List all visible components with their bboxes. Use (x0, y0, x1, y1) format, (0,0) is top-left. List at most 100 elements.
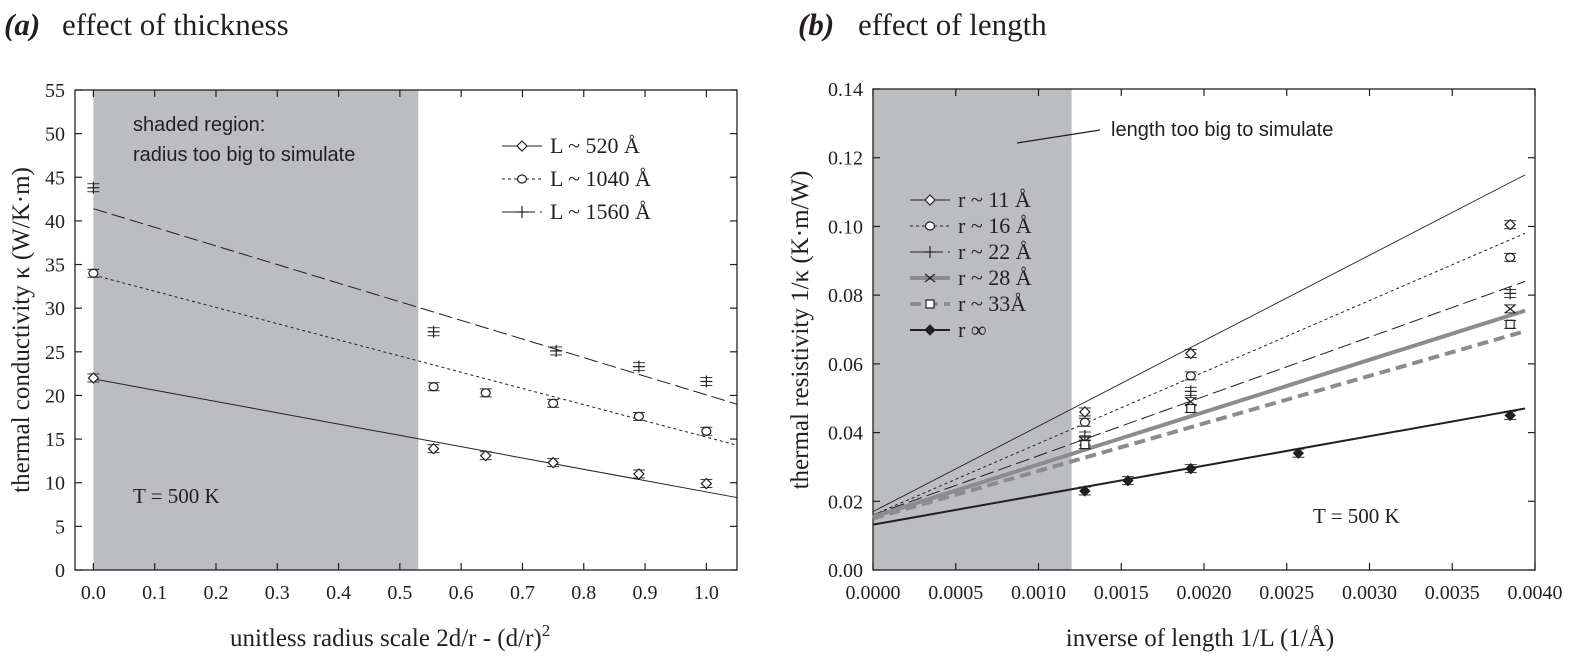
panel-a-data-point (633, 468, 645, 480)
panel-a-legend-label: L ~ 1560 Å (550, 199, 651, 224)
panel-a-data-point (428, 382, 439, 392)
panel-b-ytick-label: 0.12 (828, 148, 863, 170)
panel-b-fit-line-series-0 (872, 174, 1526, 512)
panel-b-ytick-label: 0.00 (828, 560, 863, 582)
panel-a-ytick-label: 40 (45, 211, 65, 233)
panel-b-legend-label: r ~ 28 Å (958, 265, 1032, 290)
panel-b-legend-label: r ~ 33Å (958, 291, 1026, 316)
panel-a-xtick-label: 1.0 (694, 582, 719, 604)
panel-a-legend: L ~ 520 Å L ~ 1040 Å L ~ 1560 Å (502, 133, 651, 224)
panel-a-plot: 0 5 10 15 20 25 30 35 40 45 50 55 0.0 0.1 0.2 0.3 0.4 0.5… (45, 80, 738, 604)
panel-b-data-point (1185, 371, 1196, 381)
panel-a-data-point (633, 411, 645, 421)
panel-b-legend-marker (924, 221, 936, 231)
panel-b-data-point (1078, 406, 1091, 418)
panel-b-legend-marker-b (924, 273, 936, 283)
panel-a-ytick-label: 45 (45, 167, 65, 189)
panel-b-legend-label: r ∞ (958, 317, 987, 342)
panel-b-xtick-label: 0.0015 (1094, 582, 1149, 604)
panel-a-xtick-label: 0.4 (326, 582, 351, 604)
panel-a-data-point (87, 181, 100, 194)
panel-b-data-point (1504, 409, 1516, 422)
panel-a-shaded-label-line2: radius too big to simulate (133, 144, 355, 166)
panel-b-data-point (1505, 252, 1516, 262)
panel-b-fit-line-series-5 (872, 407, 1526, 526)
panel-a-legend-label: L ~ 1040 Å (550, 166, 651, 191)
panel-a-ytick-label: 15 (45, 429, 65, 451)
panel-b-xtick-label: 0.0020 (1177, 582, 1232, 604)
panel-a-legend-marker (516, 140, 528, 152)
panel-b-xtick-label: 0.0040 (1508, 582, 1563, 604)
panel-b-legend-marker (924, 273, 936, 283)
panel-b-xtick-label: 0.0035 (1425, 582, 1480, 604)
panel-b-ytick-label: 0.04 (828, 423, 863, 445)
panel-a-data-point (87, 372, 100, 384)
panel-b-ytick-label: 0.08 (828, 285, 863, 307)
panel-b-xlabel: inverse of length 1/L (1/Å) (1066, 625, 1334, 652)
panel-b-temperature-note: T = 500 K (1313, 504, 1400, 528)
panel-b-letter: (b) (798, 7, 834, 42)
panel-a-ytick-label: 50 (45, 124, 65, 146)
panel-a-data-point (548, 398, 559, 408)
panel-a-xtick-label: 0.3 (265, 582, 290, 604)
panel-a-data-point (700, 477, 713, 490)
panel-a-data-point (550, 344, 563, 357)
panel-b-plot: 0.00 0.02 0.04 0.06 0.08 0.10 0.12 0.14 0.0000 0.… (828, 79, 1563, 604)
panel-b-xtick-label: 0.0005 (928, 582, 983, 604)
panel-a-fit-line-series-2 (93, 208, 738, 405)
panel-b-legend-label: r ~ 22 Å (958, 239, 1032, 264)
panel-a-plot-frame (74, 89, 738, 571)
panel-a-ytick-label: 25 (45, 342, 65, 364)
panel-b-xtick-label: 0.0010 (1011, 582, 1066, 604)
panel-b-legend-marker (924, 324, 936, 336)
panel-a-ytick-label: 20 (45, 385, 65, 407)
panel-b-data-point (1186, 403, 1196, 414)
panel-a-xtick-label: 0.0 (81, 582, 106, 604)
panel-b-legend-label: r ~ 16 Å (958, 213, 1032, 238)
panel-a-ytick-label: 5 (55, 516, 65, 538)
panel-a-fit-line-series-0 (93, 378, 738, 499)
panel-b-ytick-label: 0.14 (828, 79, 863, 101)
panel-b-data-point (1185, 462, 1197, 475)
panel-b-legend-marker (924, 246, 936, 258)
panel-a-shaded-label-line1: shaded region: (133, 114, 265, 136)
panel-b-xtick-label: 0.0000 (846, 582, 901, 604)
panel-a-xlabel-main: unitless radius scale 2d/r - (d/r) (230, 625, 542, 652)
panel-b-legend: r ~ 11 År ~ 16 År ~ 22 År ~ 28 År ~ 33År… (910, 187, 1032, 342)
panel-b-fit-line-series-3 (872, 308, 1526, 519)
panel-a-xtick-label: 0.8 (571, 582, 596, 604)
panel-a-xtick-label: 0.6 (449, 582, 474, 604)
panel-b-data-point (1505, 319, 1515, 329)
panel-a-xtick-label: 0.9 (633, 582, 658, 604)
panel-b-xtick-label: 0.0025 (1259, 582, 1314, 604)
panel-a-ylabel: thermal conductivity κ (W/K·m) (8, 167, 35, 493)
panel-a-data-point (547, 456, 559, 469)
panel-b-legend-marker (925, 299, 935, 309)
panel-a-data-point (700, 375, 713, 388)
panel-a-xlabel-sup: 2 (542, 621, 551, 640)
panel-a-data-point (88, 268, 99, 278)
panel-a-xtick-label: 0.2 (203, 582, 228, 604)
panel-a-data-point (632, 360, 645, 373)
panel-b-data-point (1122, 474, 1134, 487)
panel-b-xtick-label: 0.0030 (1342, 582, 1397, 604)
panel-b-data-point-b (1504, 304, 1516, 314)
panel-a-legend-label: L ~ 520 Å (550, 133, 640, 158)
panel-b-data-point (1079, 417, 1090, 427)
panel-b-data-point (1080, 439, 1090, 450)
panel-a-ytick-label: 55 (45, 80, 65, 102)
panel-a-data-point (427, 442, 440, 455)
panel-b-data-point (1184, 347, 1197, 360)
panel-a-xtick-label: 0.5 (387, 582, 412, 604)
panel-a-letter: (a) (4, 7, 40, 42)
panel-b-data-point (1292, 447, 1305, 459)
panel-a-legend-marker (516, 206, 528, 218)
panel-a-temperature-note: T = 500 K (133, 484, 220, 508)
panel-a-ytick-label: 0 (55, 560, 65, 582)
panel-b-title: effect of length (858, 7, 1047, 42)
panel-b-legend-marker (924, 194, 936, 206)
panel-b-fit-line-series-1 (872, 232, 1526, 516)
panel-a-fit-line-series-1 (93, 274, 738, 446)
panel-a-shaded-region (93, 90, 419, 570)
